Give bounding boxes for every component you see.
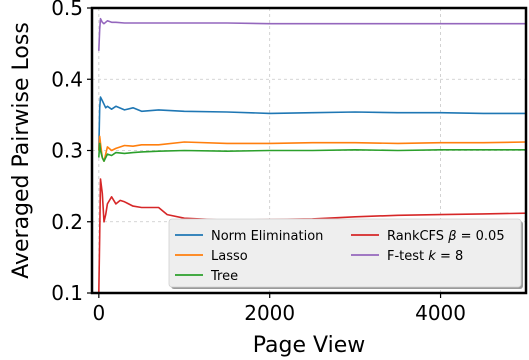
series-lines xyxy=(98,17,527,294)
legend-item-label: Lasso xyxy=(211,249,248,264)
series-line-1 xyxy=(98,135,527,162)
series-line-2 xyxy=(98,142,526,162)
x-tick-label: 0 xyxy=(92,301,105,325)
legend: Norm Elimination Lasso Tree RankCFS β = 0.0… xyxy=(168,218,523,289)
axis-ticks: 0 2000 4000 0.1 0.2 0.3 0.4 0.5 xyxy=(51,0,466,325)
x-axis-label: Page View xyxy=(253,333,365,358)
legend-item-label: Norm Elimination xyxy=(211,229,323,244)
legend-item-label: RankCFS β = 0.05 xyxy=(387,229,505,244)
series-line-0 xyxy=(98,96,526,151)
y-tick-label: 0.3 xyxy=(51,139,83,163)
x-tick-label: 4000 xyxy=(415,301,466,325)
y-tick-label: 0.4 xyxy=(51,67,83,91)
y-tick-label: 0.1 xyxy=(51,281,83,305)
legend-box xyxy=(168,218,522,288)
series-line-4 xyxy=(98,17,526,51)
legend-item-label: F-test k = 8 xyxy=(387,249,463,264)
legend-item-label: Tree xyxy=(210,269,238,284)
y-axis-label: Averaged Pairwise Loss xyxy=(9,22,34,279)
series-line-3 xyxy=(98,178,527,294)
y-tick-label: 0.5 xyxy=(51,0,83,20)
x-tick-label: 2000 xyxy=(244,301,295,325)
y-tick-label: 0.2 xyxy=(51,210,83,234)
